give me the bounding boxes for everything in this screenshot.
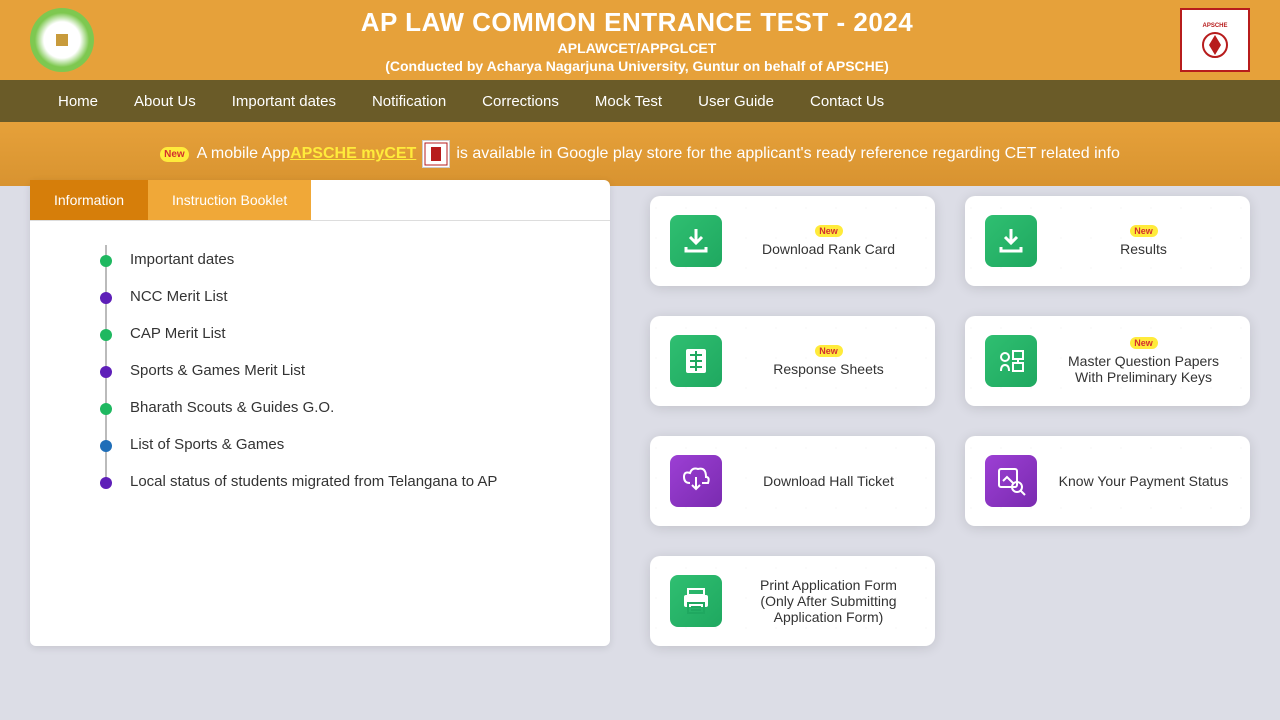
card-label: Download Hall Ticket — [763, 473, 894, 489]
svg-text:APSCHE: APSCHE — [1202, 23, 1227, 29]
nav-dates[interactable]: Important dates — [214, 93, 354, 110]
sheet-icon — [670, 335, 722, 387]
cloud-download-icon — [670, 455, 722, 507]
apsche-logo: APSCHE — [1180, 8, 1250, 72]
main-nav: Home About Us Important dates Notificati… — [0, 80, 1280, 122]
marquee-link[interactable]: APSCHE myCET — [290, 145, 416, 163]
info-panel: Information Instruction Booklet Importan… — [30, 180, 610, 646]
papers-icon — [985, 335, 1037, 387]
card-label: Response Sheets — [773, 361, 884, 377]
card-label: Print Application Form (Only After Submi… — [760, 577, 897, 625]
marquee-prefix: A mobile App — [197, 145, 290, 163]
page-subtitle-2: (Conducted by Acharya Nagarjuna Universi… — [94, 58, 1180, 74]
tab-instruction[interactable]: Instruction Booklet — [148, 180, 311, 220]
card-response-sheets[interactable]: New Response Sheets — [650, 316, 935, 406]
header: AP LAW COMMON ENTRANCE TEST - 2024 APLAW… — [0, 0, 1280, 80]
nav-corrections[interactable]: Corrections — [464, 93, 577, 110]
nav-mock[interactable]: Mock Test — [577, 93, 680, 110]
timeline-item[interactable]: List of Sports & Games — [100, 426, 570, 463]
timeline-item[interactable]: NCC Merit List — [100, 278, 570, 315]
nav-guide[interactable]: User Guide — [680, 93, 792, 110]
app-icon — [422, 140, 450, 168]
page-title: AP LAW COMMON ENTRANCE TEST - 2024 — [94, 7, 1180, 38]
download-icon — [670, 215, 722, 267]
page-subtitle-1: APLAWCET/APPGLCET — [94, 40, 1180, 56]
new-badge-icon: New — [815, 225, 843, 237]
timeline-item[interactable]: Sports & Games Merit List — [100, 352, 570, 389]
timeline-item[interactable]: CAP Merit List — [100, 315, 570, 352]
edit-search-icon — [985, 455, 1037, 507]
nav-notification[interactable]: Notification — [354, 93, 464, 110]
marquee-suffix: is available in Google play store for th… — [456, 145, 1120, 163]
new-badge-icon: New — [1130, 337, 1158, 349]
card-label: Download Rank Card — [762, 241, 895, 257]
timeline-item[interactable]: Bharath Scouts & Guides G.O. — [100, 389, 570, 426]
download-icon — [985, 215, 1037, 267]
nav-contact[interactable]: Contact Us — [792, 93, 902, 110]
card-results[interactable]: New Results — [965, 196, 1250, 286]
university-logo — [30, 8, 94, 72]
card-hall-ticket[interactable]: Download Hall Ticket — [650, 436, 935, 526]
marquee: New A mobile App APSCHE myCET is availab… — [0, 122, 1280, 186]
new-badge-icon: New — [1130, 225, 1158, 237]
timeline: Important dates NCC Merit List CAP Merit… — [30, 221, 610, 500]
cards-grid: New Download Rank Card New Results New R… — [650, 186, 1250, 646]
nav-about[interactable]: About Us — [116, 93, 214, 110]
card-question-papers[interactable]: New Master Question Papers With Prelimin… — [965, 316, 1250, 406]
card-rank-card[interactable]: New Download Rank Card — [650, 196, 935, 286]
nav-home[interactable]: Home — [40, 93, 116, 110]
tab-information[interactable]: Information — [30, 180, 148, 220]
tabs: Information Instruction Booklet — [30, 180, 610, 221]
timeline-item[interactable]: Important dates — [100, 241, 570, 278]
new-badge-icon: New — [160, 147, 189, 162]
timeline-item[interactable]: Local status of students migrated from T… — [100, 463, 570, 500]
card-payment-status[interactable]: Know Your Payment Status — [965, 436, 1250, 526]
card-label: Know Your Payment Status — [1059, 473, 1229, 489]
print-icon — [670, 575, 722, 627]
card-label: Master Question Papers With Preliminary … — [1068, 353, 1219, 385]
card-print-form[interactable]: Print Application Form (Only After Submi… — [650, 556, 935, 646]
card-label: Results — [1120, 241, 1167, 257]
new-badge-icon: New — [815, 345, 843, 357]
